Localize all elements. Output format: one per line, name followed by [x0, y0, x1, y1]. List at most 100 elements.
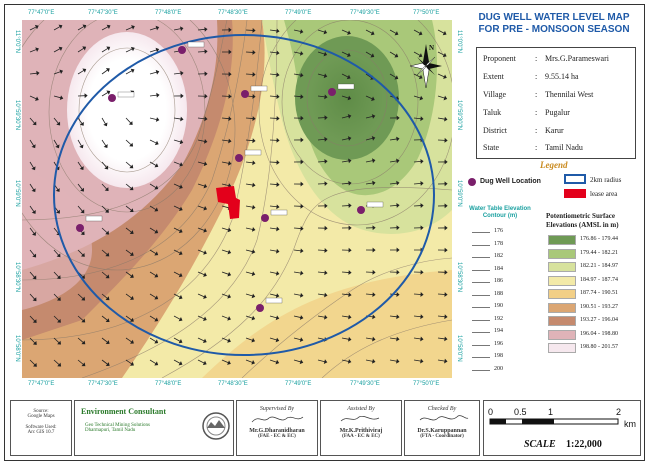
checked-box: Checked By Dr.S.Karuppannan (FTA - Coord… — [404, 400, 480, 456]
scale-label: SCALE — [524, 439, 556, 450]
signature-icon — [251, 416, 304, 423]
surface-class-legend-item: 187.74 - 190.51 — [548, 289, 642, 301]
dug-well-legend-icon — [468, 178, 476, 186]
contour-value: 178 — [494, 240, 503, 247]
dug-wells — [76, 41, 384, 312]
surface-class-legend-item: 176.86 - 179.44 — [548, 235, 642, 247]
contour-line-icon — [472, 282, 490, 283]
surface-class-swatch — [548, 329, 576, 340]
dug-well-marker[interactable] — [178, 46, 186, 54]
contour-line-icon — [472, 332, 490, 333]
water-table-contours — [22, 20, 452, 378]
signature-icon — [419, 415, 469, 421]
contour-line-icon — [472, 269, 490, 271]
lon-label: 77°47'30"E — [88, 381, 118, 387]
surface-class-range: 179.44 - 182.21 — [580, 249, 618, 256]
scale-tick-label: 1 — [548, 407, 553, 417]
info-row: Proponent: Mrs.G.Parameswari — [483, 54, 609, 63]
lat-label: 11°0'0"N — [14, 30, 20, 53]
lat-label: 10°58'0"N — [14, 335, 20, 362]
surface-class-swatch — [548, 262, 576, 272]
contour-value: 188 — [494, 290, 503, 297]
info-row: Taluk: Pugalur — [483, 108, 570, 117]
lon-label: 77°49'30"E — [350, 10, 380, 16]
contour-value: 186 — [494, 278, 503, 284]
legend-title: Legend — [540, 160, 568, 170]
map-svg: N — [22, 20, 452, 378]
info-row: District: Karur — [483, 126, 564, 135]
dug-well-marker[interactable] — [357, 206, 365, 214]
lon-label: 77°48'30"E — [218, 10, 248, 16]
contour-line-icon — [472, 357, 490, 358]
surface-class-swatch — [548, 343, 576, 353]
dug-well-marker[interactable] — [328, 88, 336, 96]
surface-class-legend-item: 198.80 - 201.57 — [548, 343, 642, 355]
surface-class-swatch — [548, 316, 576, 326]
map-title-line1: DUG WELL WATER LEVEL MAP — [478, 12, 630, 23]
surface-class-swatch — [548, 235, 576, 245]
info-row: State: Tamil Nadu — [483, 143, 583, 152]
lat-label: 10°58'30"N — [456, 262, 462, 293]
surface-class-swatch — [548, 275, 576, 286]
surface-class-legend-item: 196.04 - 198.80 — [548, 329, 642, 342]
lat-label: 10°59'30"N — [14, 100, 20, 131]
contour-line-icon — [472, 307, 490, 308]
lat-label: 10°59'0"N — [456, 180, 462, 207]
project-info-box: Proponent: Mrs.G.Parameswari Extent:9.55.… — [476, 47, 636, 159]
surface-class-legend-item: 182.21 - 184.97 — [548, 262, 642, 274]
lon-label: 77°49'30"E — [350, 381, 380, 387]
contour-line-icon — [472, 319, 490, 321]
surface-class-swatch — [548, 302, 576, 313]
lon-label: 77°49'0"E — [285, 381, 312, 387]
surface-class-zone — [67, 32, 187, 188]
lease-area[interactable] — [216, 186, 240, 219]
lon-label: 77°47'0"E — [28, 10, 55, 16]
scale-unit: km — [624, 419, 636, 429]
dug-well-marker[interactable] — [76, 224, 84, 232]
signature-icon — [340, 415, 380, 422]
consultant-box: Environment Consultant Geo Technical Min… — [74, 400, 234, 456]
scale-bar: 0 0.5 1 2 km SCALE 1:22,000 — [488, 407, 636, 450]
scale-tick-label: 0.5 — [514, 407, 527, 417]
surface-class-legend-item: 193.27 - 196.04 — [548, 316, 642, 328]
lease-legend-icon — [564, 189, 586, 198]
dug-well-marker[interactable] — [256, 304, 264, 312]
surface-class-range: 198.80 - 201.57 — [580, 344, 618, 350]
lon-label: 77°47'30"E — [88, 10, 118, 16]
surface-class-legend-item: 179.44 - 182.21 — [548, 248, 642, 261]
water-table-legend-title: Water Table Elevation Contour (m) — [469, 206, 531, 219]
surface-class-range: 196.04 - 198.80 — [580, 330, 618, 337]
surface-class-range: 193.27 - 196.04 — [580, 317, 618, 323]
north-arrow-icon: N — [409, 44, 442, 89]
contour-line-icon — [472, 369, 490, 371]
surface-class-range: 182.21 - 184.97 — [580, 263, 618, 269]
info-row: Extent:9.55.14 ha — [483, 72, 579, 81]
dug-well-marker[interactable] — [241, 90, 249, 98]
lon-label: 77°48'0"E — [155, 381, 182, 387]
dug-well-marker[interactable] — [261, 214, 269, 222]
lat-label: 11°0'0"N — [456, 30, 462, 53]
surface-class-swatch — [548, 289, 576, 299]
contour-line-icon — [472, 244, 490, 246]
contour-value: 182 — [494, 253, 503, 259]
info-row: Village: Thennilai West — [483, 90, 594, 99]
surface-class-swatch — [548, 248, 576, 259]
lat-label: 10°59'0"N — [14, 180, 20, 207]
surface-class-zone — [22, 170, 92, 310]
assisted-box: Assisted By Mr.K.Prithiviraj (FAA - EC &… — [320, 400, 402, 456]
north-label: N — [429, 44, 434, 52]
map-title-line2: FOR PRE - MONSOON SEASON — [478, 24, 630, 35]
surface-class-zone — [295, 36, 399, 160]
dug-well-marker[interactable] — [108, 94, 116, 102]
footer: Source: Google Maps Software Used: Arc G… — [10, 400, 480, 456]
contour-line-icon — [472, 344, 490, 346]
contour-value: 198 — [494, 353, 503, 359]
flow-direction-arrows — [29, 24, 448, 367]
map-canvas[interactable]: N — [22, 20, 452, 378]
lon-label: 77°48'30"E — [218, 381, 248, 387]
contour-value: 184 — [494, 265, 503, 272]
dug-well-marker[interactable] — [235, 154, 243, 162]
lon-label: 77°47'0"E — [28, 381, 55, 387]
surface-class-range: 190.51 - 193.27 — [580, 303, 618, 310]
surface-class-legend-item: 190.51 - 193.27 — [548, 302, 642, 315]
